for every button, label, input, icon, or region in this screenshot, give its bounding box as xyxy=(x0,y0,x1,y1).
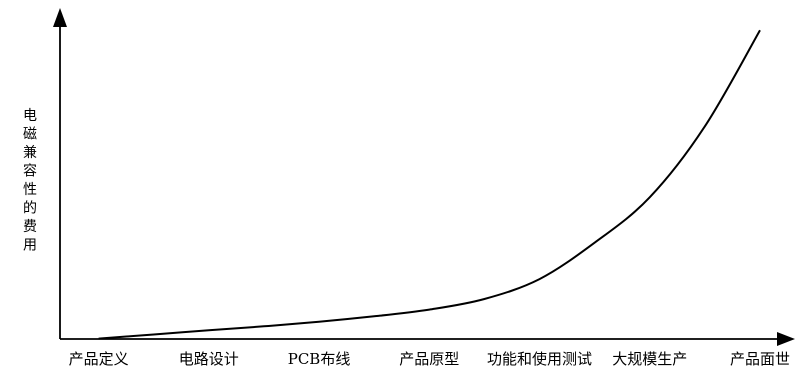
y-axis-label-char: 用 xyxy=(23,238,37,254)
y-axis-arrowhead xyxy=(53,8,67,27)
y-axis-label-char: 磁 xyxy=(23,127,37,143)
x-tick-label: 电路设计 xyxy=(179,350,239,368)
y-axis-label-char: 容 xyxy=(23,163,37,180)
y-axis-label-char: 电 xyxy=(23,108,37,124)
cost-curve xyxy=(98,29,761,340)
y-axis-label-char: 兼 xyxy=(23,145,37,161)
x-axis-arrowhead xyxy=(777,332,795,346)
x-tick-label: 大规模生产 xyxy=(612,350,687,368)
x-tick-label: 功能和使用测试 xyxy=(487,350,592,368)
y-axis-label-char: 的 xyxy=(23,201,37,217)
x-tick-label: 产品面世 xyxy=(730,350,790,368)
y-axis-label-char: 性 xyxy=(23,182,37,198)
x-tick-label: 产品原型 xyxy=(399,350,459,368)
x-tick-label: 产品定义 xyxy=(69,350,129,368)
x-tick-label: PCB布线 xyxy=(288,350,351,368)
y-axis-label-char: 费 xyxy=(23,219,37,235)
